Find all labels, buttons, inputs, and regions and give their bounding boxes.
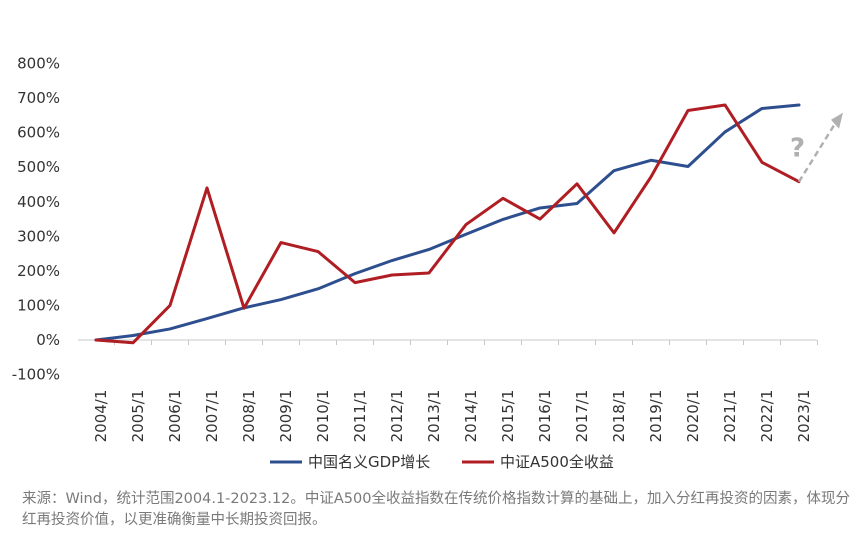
legend-label-gdp: 中国名义GDP增长 xyxy=(308,453,430,471)
x-tick-label: 2006/1 xyxy=(166,390,184,443)
series-line-gdp xyxy=(94,103,801,342)
x-tick-label: 2015/1 xyxy=(499,390,517,443)
x-tick-label: 2012/1 xyxy=(388,390,406,443)
x-axis-labels: 2004/1 2005/1 2006/1 2007/1 2008/1 2009/1 2010… xyxy=(92,390,813,443)
x-tick-label: 2010/1 xyxy=(314,390,332,443)
series-line-a500 xyxy=(94,103,801,345)
y-tick-label: 0% xyxy=(36,331,60,349)
x-tick-label: 2011/1 xyxy=(351,390,369,443)
x-tick-label: 2004/1 xyxy=(92,390,110,443)
y-tick-label: 600% xyxy=(17,124,60,142)
y-tick-label: -100% xyxy=(12,366,60,384)
x-tick-label: 2020/1 xyxy=(684,390,702,443)
arrow-head-icon xyxy=(831,112,843,129)
y-tick-label: 500% xyxy=(17,158,60,176)
x-tick-label: 2016/1 xyxy=(536,390,554,443)
y-tick-label: 200% xyxy=(17,262,60,280)
future-annotation: ? xyxy=(790,112,843,183)
y-tick-label: 400% xyxy=(17,193,60,211)
x-tick-label: 2014/1 xyxy=(462,390,480,443)
y-tick-label: 700% xyxy=(17,89,60,107)
dashed-arrow xyxy=(797,123,837,183)
x-tick-label: 2013/1 xyxy=(425,390,443,443)
y-tick-label: 800% xyxy=(17,55,60,73)
x-tick-label: 2005/1 xyxy=(129,390,147,443)
x-tick-label: 2017/1 xyxy=(573,390,591,443)
x-axis-ticks xyxy=(114,340,818,345)
x-tick-label: 2008/1 xyxy=(240,390,258,443)
legend-label-a500: 中证A500全收益 xyxy=(500,453,614,471)
y-axis: 800% 700% 600% 500% 400% 300% 200% 100% 0% -100% xyxy=(12,55,60,384)
series-layer xyxy=(94,103,801,345)
source-footnote: 来源：Wind，统计范围2004.1-2023.12。中证A500全收益指数在传… xyxy=(22,491,850,528)
question-mark-annotation: ? xyxy=(790,134,805,164)
x-tick-label: 2009/1 xyxy=(277,390,295,443)
x-tick-label: 2021/1 xyxy=(721,390,739,443)
x-tick-label: 2007/1 xyxy=(203,390,221,443)
x-tick-label: 2018/1 xyxy=(610,390,628,443)
x-tick-label: 2022/1 xyxy=(758,390,776,443)
y-tick-label: 100% xyxy=(17,296,60,314)
x-tick-label: 2019/1 xyxy=(647,390,665,443)
legend: 中国名义GDP增长 中证A500全收益 xyxy=(270,453,614,471)
y-tick-label: 300% xyxy=(17,227,60,245)
x-tick-label: 2023/1 xyxy=(795,390,813,443)
